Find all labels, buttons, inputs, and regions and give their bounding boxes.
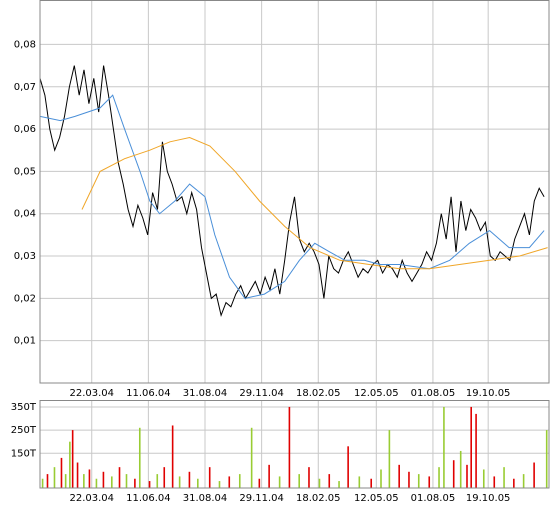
volume-bar <box>228 476 231 488</box>
x-tick-label: 29.11.04 <box>239 493 284 504</box>
y-tick-label: 0,04 <box>14 209 36 220</box>
volume-bar <box>111 476 113 488</box>
x-tick-label: 12.05.05 <box>354 388 399 399</box>
plot-frame <box>39 400 550 489</box>
x-tick-label: 19.10.05 <box>466 493 511 504</box>
volume-bar <box>370 478 373 488</box>
volume-bar <box>388 430 391 488</box>
volume-bar <box>288 406 291 488</box>
price-line <box>39 65 545 318</box>
volume-bar <box>545 430 548 488</box>
volume-bar <box>258 478 261 488</box>
volume-bar <box>46 474 49 488</box>
volume-bar <box>64 474 67 488</box>
volume-bar <box>134 478 136 488</box>
volume-bar <box>298 474 300 488</box>
volume-bar <box>452 460 455 488</box>
y-tick-label: 350T <box>11 402 37 413</box>
y-tick-label: 150T <box>11 448 37 459</box>
volume-bar <box>125 474 128 488</box>
volume-bar <box>398 464 400 488</box>
price-line <box>39 94 545 299</box>
volume-bar <box>95 478 98 488</box>
volume-bar <box>513 478 515 488</box>
volume-bar <box>358 476 361 488</box>
y-tick-label: 0,08 <box>14 39 36 50</box>
volume-bar <box>438 467 440 488</box>
x-tick-label: 18.02.05 <box>296 388 341 399</box>
volume-bar <box>380 469 382 488</box>
volume-bar <box>459 450 462 488</box>
volume-bar <box>470 406 472 488</box>
volume-bar <box>163 467 166 488</box>
volume-bar <box>188 471 191 488</box>
volume-bar <box>76 462 79 488</box>
volume-bar <box>318 478 321 488</box>
volume-bar <box>278 476 281 488</box>
volume-bar <box>475 413 477 488</box>
volume-bar <box>466 464 468 488</box>
volume-bar <box>338 481 340 488</box>
volume-bar <box>428 476 431 488</box>
x-tick-label: 12.05.05 <box>354 493 399 504</box>
volume-bar <box>218 481 221 488</box>
volume-bar <box>533 462 535 488</box>
x-tick-label: 01.08.05 <box>411 388 456 399</box>
volume-bar <box>503 467 505 488</box>
x-tick-label: 01.08.05 <box>411 493 456 504</box>
volume-bar <box>41 478 44 488</box>
x-tick-label: 31.08.04 <box>183 388 228 399</box>
volume-bar <box>308 467 310 488</box>
volume-bar <box>208 467 211 488</box>
volume-bar <box>148 481 151 488</box>
volume-bar <box>102 471 105 488</box>
volume-bar <box>178 476 181 488</box>
volume-bar <box>408 471 410 488</box>
volume-bar <box>138 427 141 488</box>
volume-bar <box>171 425 174 488</box>
volume-bar <box>60 457 63 488</box>
volume-bar <box>88 469 91 488</box>
volume-bar <box>69 441 71 488</box>
volume-bar <box>156 474 159 488</box>
volume-bar <box>417 474 420 488</box>
volume-bar <box>482 469 485 488</box>
volume-bar <box>522 474 525 488</box>
x-tick-label: 11.06.04 <box>126 388 171 399</box>
y-tick-label: 0,06 <box>14 124 36 135</box>
y-tick-label: 0,05 <box>14 166 36 177</box>
volume-bar <box>53 467 56 488</box>
volume-bar <box>71 430 74 488</box>
y-tick-label: 0,03 <box>14 251 36 262</box>
y-tick-label: 0,01 <box>14 336 36 347</box>
volume-bar <box>328 474 331 488</box>
x-tick-label: 29.11.04 <box>239 388 284 399</box>
volume-bar <box>347 446 349 488</box>
volume-bar <box>238 474 241 488</box>
x-tick-label: 11.06.04 <box>126 493 171 504</box>
x-tick-label: 18.02.05 <box>296 493 341 504</box>
x-tick-label: 22.03.04 <box>69 493 114 504</box>
y-tick-label: 0,07 <box>14 82 36 93</box>
volume-bar <box>443 406 445 488</box>
y-tick-label: 0,02 <box>14 293 36 304</box>
plot-frame <box>39 0 550 384</box>
x-tick-label: 19.10.05 <box>466 388 511 399</box>
y-tick-label: 250T <box>11 425 37 436</box>
volume-bar <box>250 427 253 488</box>
x-tick-label: 31.08.04 <box>183 493 228 504</box>
volume-bar <box>197 478 199 488</box>
volume-bar <box>83 474 85 488</box>
volume-bar <box>118 467 121 488</box>
volume-bar <box>268 464 270 488</box>
price-line <box>81 136 548 270</box>
x-tick-label: 22.03.04 <box>69 388 114 399</box>
volume-bar <box>493 476 496 488</box>
